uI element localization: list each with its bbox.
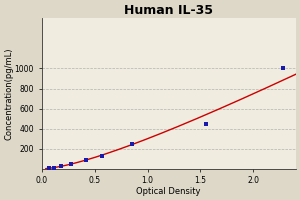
Point [129,142,134,145]
Point [69,162,74,165]
Point [100,154,104,157]
Point [58,165,63,168]
X-axis label: Optical Density: Optical Density [136,187,201,196]
Y-axis label: Concentration(pg/mL): Concentration(pg/mL) [4,47,13,140]
Point [281,67,286,70]
Title: Human IL-35: Human IL-35 [124,4,213,17]
Point [84,158,88,161]
Point [46,167,51,170]
Point [52,166,57,169]
Point [203,122,208,125]
